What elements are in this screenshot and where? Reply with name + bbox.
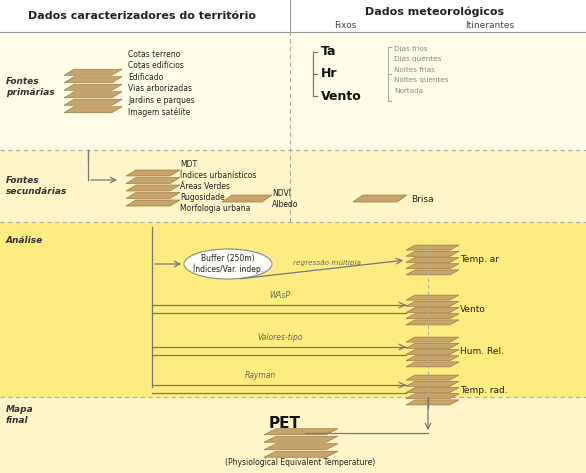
Text: Hr: Hr — [321, 68, 338, 80]
Text: Jardins e parques: Jardins e parques — [128, 96, 195, 105]
Polygon shape — [406, 270, 459, 275]
Text: Valores-tipo: Valores-tipo — [257, 333, 303, 342]
Bar — [0, 397, 586, 473]
Text: Índices urbanísticos: Índices urbanísticos — [180, 171, 257, 180]
Text: Vento: Vento — [321, 89, 362, 103]
Text: Vias arborizadas: Vias arborizadas — [128, 85, 192, 94]
Text: Índices/Var. indep.: Índices/Var. indep. — [193, 264, 263, 274]
Polygon shape — [264, 436, 338, 442]
Polygon shape — [353, 195, 407, 202]
Text: Itinerantes: Itinerantes — [465, 21, 515, 30]
Text: Vento: Vento — [460, 306, 486, 315]
Polygon shape — [64, 92, 122, 98]
Text: Áreas Verdes: Áreas Verdes — [180, 182, 230, 191]
Text: Imagem satélite: Imagem satélite — [128, 107, 190, 117]
Text: Mapa
final: Mapa final — [6, 405, 34, 425]
Polygon shape — [406, 350, 459, 354]
Polygon shape — [64, 69, 122, 75]
Text: Dados caracterizadores do território: Dados caracterizadores do território — [28, 11, 256, 21]
Polygon shape — [126, 170, 180, 176]
Polygon shape — [64, 99, 122, 105]
Text: Cotas terreno: Cotas terreno — [128, 50, 180, 59]
Text: NDVI
Albedo: NDVI Albedo — [272, 189, 298, 210]
Text: PET: PET — [269, 415, 301, 430]
Bar — [0, 150, 586, 222]
Polygon shape — [126, 185, 180, 191]
Text: regressão múltipla: regressão múltipla — [293, 260, 361, 266]
Polygon shape — [64, 84, 122, 90]
Polygon shape — [126, 177, 180, 184]
Bar — [0, 222, 586, 397]
Text: Temp. ar: Temp. ar — [460, 255, 499, 264]
Polygon shape — [406, 362, 459, 367]
Polygon shape — [264, 444, 338, 450]
Bar — [0, 32, 586, 150]
Polygon shape — [406, 320, 459, 325]
Text: (Physiological Equivalent Temperature): (Physiological Equivalent Temperature) — [225, 458, 375, 467]
Text: Noites frias: Noites frias — [394, 67, 435, 73]
Text: Morfologia urbana: Morfologia urbana — [180, 204, 250, 213]
Text: WAsP: WAsP — [270, 291, 291, 300]
Polygon shape — [406, 400, 459, 405]
Polygon shape — [406, 251, 459, 256]
Text: Hum. Rel.: Hum. Rel. — [460, 348, 504, 357]
Text: Rayman: Rayman — [244, 371, 275, 380]
Text: Dias frios: Dias frios — [394, 46, 428, 52]
Text: Noites quentes: Noites quentes — [394, 78, 449, 84]
Polygon shape — [406, 245, 459, 250]
Polygon shape — [406, 301, 459, 307]
Text: Fixos: Fixos — [334, 21, 356, 30]
Polygon shape — [406, 295, 459, 300]
Text: Fontes
primárias: Fontes primárias — [6, 77, 54, 97]
Text: Dias quentes: Dias quentes — [394, 56, 441, 62]
Text: Rugosidade: Rugosidade — [180, 193, 225, 202]
Polygon shape — [406, 375, 459, 380]
Polygon shape — [126, 200, 180, 206]
Polygon shape — [406, 381, 459, 386]
Text: Temp. rad.: Temp. rad. — [460, 385, 507, 394]
Text: Buffer (250m): Buffer (250m) — [201, 254, 255, 263]
Polygon shape — [222, 195, 272, 202]
Polygon shape — [406, 394, 459, 399]
Polygon shape — [406, 337, 459, 342]
Text: Brisa: Brisa — [411, 194, 434, 203]
Text: Ta: Ta — [321, 45, 336, 59]
Text: Cotas edifícios: Cotas edifícios — [128, 61, 184, 70]
Text: Edificado: Edificado — [128, 73, 163, 82]
Text: Nortada: Nortada — [394, 88, 423, 94]
Polygon shape — [406, 343, 459, 348]
Text: Fontes
secundárias: Fontes secundárias — [6, 176, 67, 196]
Polygon shape — [64, 107, 122, 113]
Polygon shape — [264, 451, 338, 457]
Text: Dados meteorológicos: Dados meteorológicos — [366, 7, 505, 17]
Polygon shape — [406, 314, 459, 319]
Polygon shape — [406, 307, 459, 313]
Bar — [0, 0, 586, 32]
Polygon shape — [126, 193, 180, 199]
Polygon shape — [406, 387, 459, 393]
Text: MDT: MDT — [180, 160, 197, 169]
Polygon shape — [64, 77, 122, 83]
Polygon shape — [406, 264, 459, 269]
Polygon shape — [264, 429, 338, 435]
Polygon shape — [406, 257, 459, 263]
Polygon shape — [406, 356, 459, 361]
Text: Análise: Análise — [6, 236, 43, 245]
Ellipse shape — [184, 249, 272, 279]
